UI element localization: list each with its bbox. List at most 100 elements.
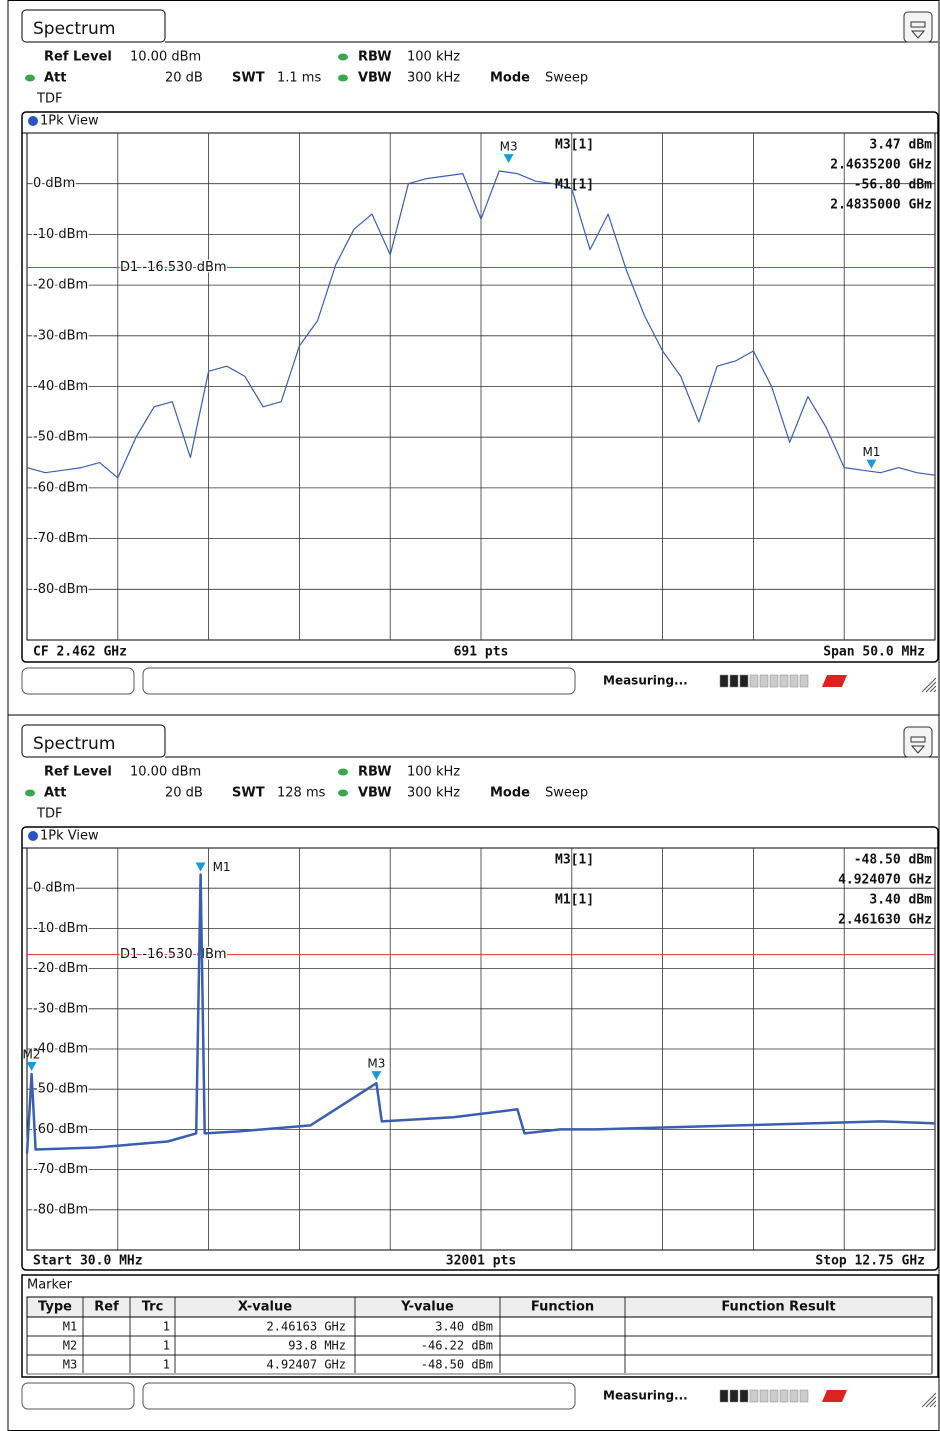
threshold-label: D1 -16.530 dBm	[120, 260, 227, 275]
marker	[371, 1071, 382, 1081]
marker	[195, 862, 206, 872]
label: SWT	[232, 786, 265, 801]
y-tick-label: -80 dBm	[33, 582, 88, 597]
status-field[interactable]	[21, 667, 135, 695]
label: SWT	[232, 71, 265, 86]
cell: -46.22 dBm	[421, 1339, 493, 1353]
y-tick-label: -10 dBm	[33, 921, 88, 936]
marker-info: M3[1]	[555, 853, 594, 868]
cell: 1	[163, 1320, 170, 1334]
marker-info: M3[1]	[555, 138, 594, 153]
y-tick-label: -40 dBm	[33, 379, 88, 394]
view-dot	[28, 831, 38, 841]
value: TDF	[36, 807, 62, 822]
table-header: Function Result	[721, 1300, 835, 1315]
resize-grip	[929, 1400, 937, 1408]
label: VBW	[358, 71, 392, 86]
y-tick-label: -20 dBm	[33, 961, 88, 976]
value: 300 kHz	[407, 71, 460, 86]
marker-info-y: -56.80 dBm	[854, 178, 932, 193]
marker-name: M1	[862, 445, 880, 459]
y-tick-label: -70 dBm	[33, 531, 88, 546]
status-dot	[338, 789, 348, 797]
value: 10.00 dBm	[130, 50, 201, 65]
menu-icon-glyph	[910, 736, 926, 754]
table-header: Trc	[142, 1300, 164, 1315]
trace	[25, 873, 936, 1154]
cell: M2	[63, 1339, 77, 1353]
marker-name: M3	[367, 1057, 385, 1071]
view-label: 1Pk View	[40, 829, 99, 844]
progress-cell	[799, 674, 809, 688]
status-field[interactable]	[142, 1382, 576, 1410]
marker-info-x: 2.4835000 GHz	[830, 198, 932, 213]
table-row	[26, 1354, 933, 1375]
cell: M1	[63, 1320, 77, 1334]
footer-mid: 32001 pts	[446, 1254, 516, 1269]
view-label: 1Pk View	[40, 114, 99, 129]
progress-cell	[789, 674, 799, 688]
cell: 1	[163, 1339, 170, 1353]
footer-mid: 691 pts	[454, 645, 509, 660]
resize-grip	[921, 677, 937, 693]
progress-cell	[749, 1389, 759, 1403]
value: 300 kHz	[407, 786, 460, 801]
y-tick-label: -20 dBm	[33, 278, 88, 293]
cell: 4.92407 GHz	[267, 1358, 346, 1372]
table-title: Marker	[27, 1278, 73, 1293]
marker-info-y: -48.50 dBm	[854, 853, 932, 868]
footer-right: Stop 12.75 GHz	[815, 1254, 925, 1269]
tab-title: Spectrum	[33, 734, 115, 754]
progress-cell	[719, 674, 729, 688]
progress-cell	[779, 674, 789, 688]
value: 1.1 ms	[277, 71, 321, 86]
cell: M3	[63, 1358, 77, 1372]
trace	[26, 170, 936, 479]
status-dot	[338, 768, 348, 776]
label: RBW	[358, 50, 392, 65]
value: TDF	[36, 92, 62, 107]
value: 20 dB	[165, 71, 203, 86]
progress-cell	[759, 674, 769, 688]
marker-info-y: 3.47 dBm	[869, 138, 932, 153]
progress-cell	[719, 1389, 729, 1403]
value: Sweep	[545, 786, 588, 801]
marker-info: M1[1]	[555, 178, 594, 193]
table-header: X-value	[238, 1300, 292, 1315]
marker-info-x: 2.4635200 GHz	[830, 158, 932, 173]
y-tick-label: -60 dBm	[33, 480, 88, 495]
y-tick-label: -60 dBm	[33, 1122, 88, 1137]
status-dot	[338, 74, 348, 82]
progress-cell	[729, 674, 739, 688]
status-field[interactable]	[21, 1382, 135, 1410]
label: Att	[44, 71, 67, 86]
marker	[503, 154, 514, 164]
marker-name: M3	[500, 140, 518, 154]
y-tick-label: -50 dBm	[33, 1082, 88, 1097]
lxi-logo	[822, 675, 847, 687]
footer-left: CF 2.462 GHz	[33, 645, 127, 660]
tab	[21, 724, 166, 758]
table-header: Type	[38, 1300, 72, 1315]
value: Sweep	[545, 71, 588, 86]
label: RBW	[358, 765, 392, 780]
resize-grip	[933, 689, 937, 693]
marker-info-x: 2.461630 GHz	[838, 913, 932, 928]
marker-name: M2	[23, 1048, 41, 1062]
resize-grip	[921, 1392, 937, 1408]
value: 100 kHz	[407, 765, 460, 780]
value: 100 kHz	[407, 50, 460, 65]
marker	[26, 1062, 37, 1072]
y-tick-label: -40 dBm	[33, 1042, 88, 1057]
progress-cell	[739, 674, 749, 688]
status-field[interactable]	[142, 667, 576, 695]
label: Att	[44, 786, 67, 801]
footer-left: Start 30.0 MHz	[33, 1254, 143, 1269]
status-dot	[25, 789, 35, 797]
cell: 3.40 dBm	[435, 1320, 493, 1334]
table-header: Ref	[94, 1300, 119, 1315]
resize-grip	[933, 1404, 937, 1408]
y-tick-label: 0 dBm	[33, 881, 75, 896]
label: Mode	[490, 71, 530, 86]
value: 10.00 dBm	[130, 765, 201, 780]
